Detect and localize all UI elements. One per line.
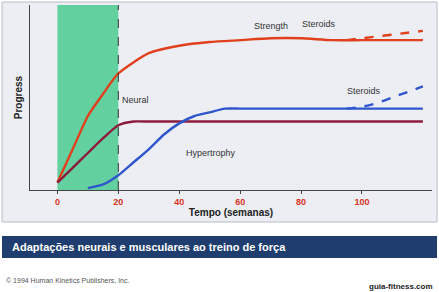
svg-text:20: 20 — [113, 197, 123, 207]
svg-text:40: 40 — [174, 197, 184, 207]
svg-text:Strength: Strength — [254, 21, 288, 31]
svg-text:100: 100 — [354, 197, 369, 207]
svg-text:Hypertrophy: Hypertrophy — [186, 148, 236, 158]
svg-text:Steroids: Steroids — [302, 19, 336, 29]
svg-text:Tempo (semanas): Tempo (semanas) — [189, 207, 273, 218]
svg-text:Progress: Progress — [13, 75, 24, 119]
svg-text:0: 0 — [55, 197, 60, 207]
svg-text:guia-fitness.com: guia-fitness.com — [369, 282, 433, 291]
svg-text:© 1994 Human Kinetics Publishe: © 1994 Human Kinetics Publishers, Inc. — [6, 277, 129, 284]
svg-text:Neural: Neural — [122, 95, 149, 105]
svg-text:60: 60 — [235, 197, 245, 207]
svg-text:80: 80 — [296, 197, 306, 207]
svg-text:Steroids: Steroids — [347, 86, 381, 96]
svg-text:Adaptações neurais e musculare: Adaptações neurais e musculares ao trein… — [12, 241, 286, 253]
